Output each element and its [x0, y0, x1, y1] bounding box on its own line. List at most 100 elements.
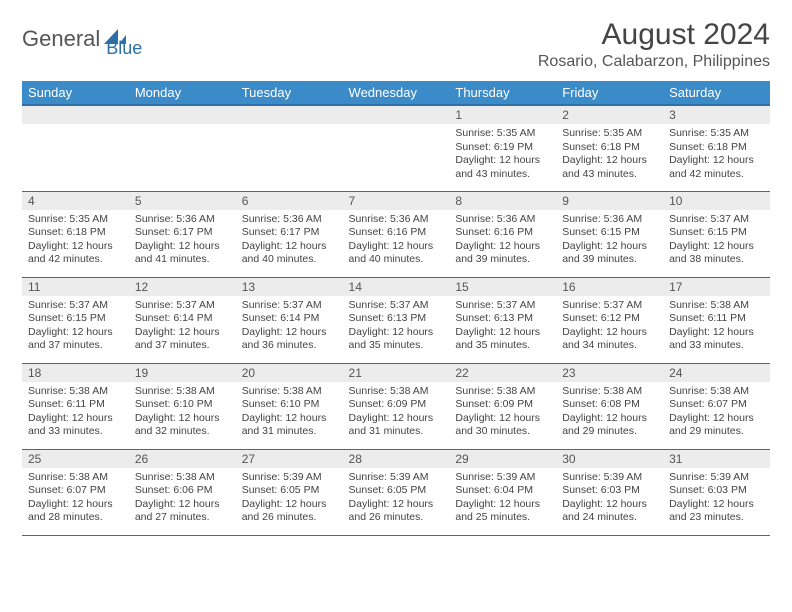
day-number: 5 — [129, 192, 236, 210]
calendar-day-cell: 8Sunrise: 5:36 AMSunset: 6:16 PMDaylight… — [449, 191, 556, 277]
day-details: Sunrise: 5:35 AMSunset: 6:18 PMDaylight:… — [663, 124, 770, 186]
day-details: Sunrise: 5:38 AMSunset: 6:06 PMDaylight:… — [129, 468, 236, 530]
day-number: 31 — [663, 450, 770, 468]
calendar-week-row: 18Sunrise: 5:38 AMSunset: 6:11 PMDayligh… — [22, 363, 770, 449]
day-number: 26 — [129, 450, 236, 468]
day-number: 17 — [663, 278, 770, 296]
day-details: Sunrise: 5:39 AMSunset: 6:04 PMDaylight:… — [449, 468, 556, 530]
calendar-day-cell: 2Sunrise: 5:35 AMSunset: 6:18 PMDaylight… — [556, 105, 663, 191]
day-number: 18 — [22, 364, 129, 382]
day-details: Sunrise: 5:39 AMSunset: 6:05 PMDaylight:… — [343, 468, 450, 530]
calendar-day-cell: 28Sunrise: 5:39 AMSunset: 6:05 PMDayligh… — [343, 449, 450, 535]
calendar-week-row: 11Sunrise: 5:37 AMSunset: 6:15 PMDayligh… — [22, 277, 770, 363]
calendar-day-cell: 22Sunrise: 5:38 AMSunset: 6:09 PMDayligh… — [449, 363, 556, 449]
day-number: 4 — [22, 192, 129, 210]
day-details: Sunrise: 5:36 AMSunset: 6:17 PMDaylight:… — [129, 210, 236, 272]
calendar-day-cell — [129, 105, 236, 191]
day-details: Sunrise: 5:38 AMSunset: 6:07 PMDaylight:… — [22, 468, 129, 530]
weekday-header-row: SundayMondayTuesdayWednesdayThursdayFrid… — [22, 81, 770, 105]
day-details: Sunrise: 5:39 AMSunset: 6:05 PMDaylight:… — [236, 468, 343, 530]
day-details: Sunrise: 5:36 AMSunset: 6:15 PMDaylight:… — [556, 210, 663, 272]
calendar-day-cell: 7Sunrise: 5:36 AMSunset: 6:16 PMDaylight… — [343, 191, 450, 277]
calendar-day-cell: 9Sunrise: 5:36 AMSunset: 6:15 PMDaylight… — [556, 191, 663, 277]
calendar-day-cell: 21Sunrise: 5:38 AMSunset: 6:09 PMDayligh… — [343, 363, 450, 449]
weekday-header: Tuesday — [236, 81, 343, 105]
day-number: 21 — [343, 364, 450, 382]
calendar-day-cell: 16Sunrise: 5:37 AMSunset: 6:12 PMDayligh… — [556, 277, 663, 363]
day-number: 16 — [556, 278, 663, 296]
day-details: Sunrise: 5:38 AMSunset: 6:11 PMDaylight:… — [663, 296, 770, 358]
day-details: Sunrise: 5:38 AMSunset: 6:10 PMDaylight:… — [236, 382, 343, 444]
day-number-empty — [343, 106, 450, 124]
calendar-day-cell: 30Sunrise: 5:39 AMSunset: 6:03 PMDayligh… — [556, 449, 663, 535]
calendar-day-cell: 12Sunrise: 5:37 AMSunset: 6:14 PMDayligh… — [129, 277, 236, 363]
day-details: Sunrise: 5:36 AMSunset: 6:17 PMDaylight:… — [236, 210, 343, 272]
day-number: 20 — [236, 364, 343, 382]
calendar-day-cell: 1Sunrise: 5:35 AMSunset: 6:19 PMDaylight… — [449, 105, 556, 191]
location-subtitle: Rosario, Calabarzon, Philippines — [538, 53, 770, 71]
day-details: Sunrise: 5:39 AMSunset: 6:03 PMDaylight:… — [556, 468, 663, 530]
day-details: Sunrise: 5:36 AMSunset: 6:16 PMDaylight:… — [343, 210, 450, 272]
calendar-day-cell: 3Sunrise: 5:35 AMSunset: 6:18 PMDaylight… — [663, 105, 770, 191]
day-number-empty — [236, 106, 343, 124]
weekday-header: Thursday — [449, 81, 556, 105]
logo-text-general: General — [22, 26, 100, 52]
calendar-day-cell — [22, 105, 129, 191]
calendar-day-cell: 18Sunrise: 5:38 AMSunset: 6:11 PMDayligh… — [22, 363, 129, 449]
page-header: General Blue August 2024 Rosario, Calaba… — [22, 18, 770, 71]
calendar-week-row: 1Sunrise: 5:35 AMSunset: 6:19 PMDaylight… — [22, 105, 770, 191]
weekday-header: Wednesday — [343, 81, 450, 105]
day-details: Sunrise: 5:37 AMSunset: 6:13 PMDaylight:… — [449, 296, 556, 358]
day-number: 3 — [663, 106, 770, 124]
day-number: 15 — [449, 278, 556, 296]
day-details: Sunrise: 5:35 AMSunset: 6:19 PMDaylight:… — [449, 124, 556, 186]
day-number: 24 — [663, 364, 770, 382]
day-number: 22 — [449, 364, 556, 382]
day-details: Sunrise: 5:37 AMSunset: 6:12 PMDaylight:… — [556, 296, 663, 358]
day-number: 11 — [22, 278, 129, 296]
day-number: 9 — [556, 192, 663, 210]
day-number: 30 — [556, 450, 663, 468]
calendar-day-cell: 26Sunrise: 5:38 AMSunset: 6:06 PMDayligh… — [129, 449, 236, 535]
calendar-day-cell: 20Sunrise: 5:38 AMSunset: 6:10 PMDayligh… — [236, 363, 343, 449]
weekday-header: Monday — [129, 81, 236, 105]
logo-text-blue: Blue — [106, 38, 142, 59]
day-details: Sunrise: 5:37 AMSunset: 6:13 PMDaylight:… — [343, 296, 450, 358]
calendar-week-row: 25Sunrise: 5:38 AMSunset: 6:07 PMDayligh… — [22, 449, 770, 535]
day-number: 29 — [449, 450, 556, 468]
calendar-day-cell: 11Sunrise: 5:37 AMSunset: 6:15 PMDayligh… — [22, 277, 129, 363]
calendar-day-cell: 25Sunrise: 5:38 AMSunset: 6:07 PMDayligh… — [22, 449, 129, 535]
day-details: Sunrise: 5:36 AMSunset: 6:16 PMDaylight:… — [449, 210, 556, 272]
calendar-day-cell: 31Sunrise: 5:39 AMSunset: 6:03 PMDayligh… — [663, 449, 770, 535]
calendar-day-cell: 15Sunrise: 5:37 AMSunset: 6:13 PMDayligh… — [449, 277, 556, 363]
day-details: Sunrise: 5:37 AMSunset: 6:15 PMDaylight:… — [22, 296, 129, 358]
day-number: 1 — [449, 106, 556, 124]
calendar-day-cell: 10Sunrise: 5:37 AMSunset: 6:15 PMDayligh… — [663, 191, 770, 277]
day-details: Sunrise: 5:39 AMSunset: 6:03 PMDaylight:… — [663, 468, 770, 530]
day-details: Sunrise: 5:38 AMSunset: 6:07 PMDaylight:… — [663, 382, 770, 444]
day-number: 23 — [556, 364, 663, 382]
day-number-empty — [22, 106, 129, 124]
day-number: 2 — [556, 106, 663, 124]
day-details: Sunrise: 5:35 AMSunset: 6:18 PMDaylight:… — [22, 210, 129, 272]
day-number: 14 — [343, 278, 450, 296]
day-details: Sunrise: 5:37 AMSunset: 6:14 PMDaylight:… — [236, 296, 343, 358]
calendar-day-cell: 19Sunrise: 5:38 AMSunset: 6:10 PMDayligh… — [129, 363, 236, 449]
day-details: Sunrise: 5:37 AMSunset: 6:15 PMDaylight:… — [663, 210, 770, 272]
title-block: August 2024 Rosario, Calabarzon, Philipp… — [538, 18, 770, 71]
calendar-day-cell: 13Sunrise: 5:37 AMSunset: 6:14 PMDayligh… — [236, 277, 343, 363]
day-number: 7 — [343, 192, 450, 210]
calendar-week-row: 4Sunrise: 5:35 AMSunset: 6:18 PMDaylight… — [22, 191, 770, 277]
calendar-day-cell: 14Sunrise: 5:37 AMSunset: 6:13 PMDayligh… — [343, 277, 450, 363]
day-number-empty — [129, 106, 236, 124]
day-details: Sunrise: 5:35 AMSunset: 6:18 PMDaylight:… — [556, 124, 663, 186]
weekday-header: Friday — [556, 81, 663, 105]
day-details: Sunrise: 5:38 AMSunset: 6:08 PMDaylight:… — [556, 382, 663, 444]
calendar-day-cell: 17Sunrise: 5:38 AMSunset: 6:11 PMDayligh… — [663, 277, 770, 363]
day-details: Sunrise: 5:38 AMSunset: 6:11 PMDaylight:… — [22, 382, 129, 444]
calendar-table: SundayMondayTuesdayWednesdayThursdayFrid… — [22, 81, 770, 536]
day-number: 27 — [236, 450, 343, 468]
calendar-day-cell: 29Sunrise: 5:39 AMSunset: 6:04 PMDayligh… — [449, 449, 556, 535]
weekday-header: Saturday — [663, 81, 770, 105]
day-number: 10 — [663, 192, 770, 210]
